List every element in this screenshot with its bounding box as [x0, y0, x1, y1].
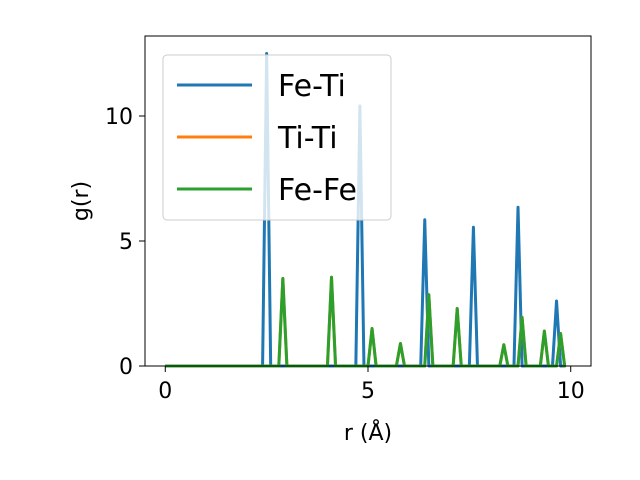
y-tick-label: 5 — [119, 230, 133, 255]
y-tick-label: 10 — [105, 105, 133, 130]
x-tick-label: 5 — [361, 379, 375, 404]
legend-box — [162, 54, 392, 221]
y-axis: 0 5 10 — [105, 105, 145, 380]
legend: Fe-Ti Ti-Ti Fe-Fe — [162, 54, 392, 221]
legend-label-ti-ti: Ti-Ti — [277, 121, 338, 156]
x-tick-label: 0 — [158, 379, 172, 404]
legend-label-fe-ti: Fe-Ti — [278, 69, 346, 104]
x-tick-label: 10 — [557, 379, 585, 404]
y-axis-label: g(r) — [69, 181, 94, 221]
y-tick-label: 0 — [119, 355, 133, 380]
x-axis: 0 5 10 — [158, 366, 585, 404]
legend-label-fe-fe: Fe-Fe — [278, 173, 357, 208]
x-axis-label: r (Å) — [344, 419, 392, 446]
